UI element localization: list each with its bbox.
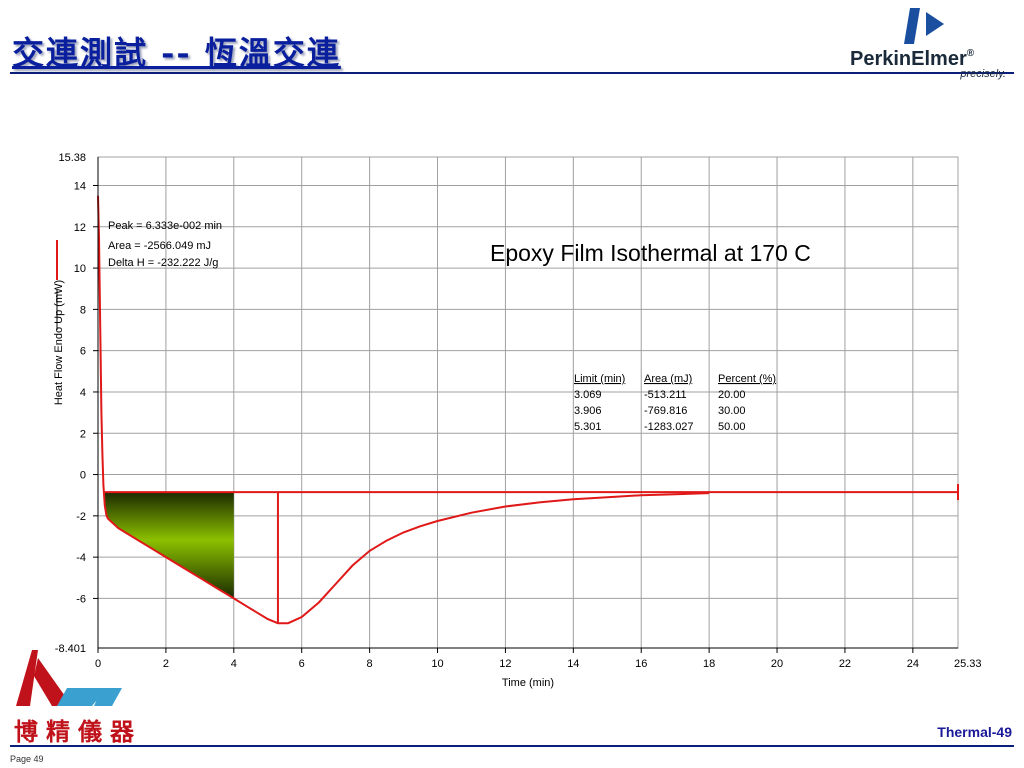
isothermal-chart: 0 2 4 6 8 10 12 14 16 18 20 22 24 25.3314121086420-2-… [53, 152, 982, 689]
x-tick-label: 8 [367, 658, 373, 670]
shaded-area [104, 492, 234, 599]
table-cell: -1283.027 [644, 421, 694, 433]
logo-wordmark: PerkinElmer® [850, 48, 974, 71]
y-tick-label-bottom: -8.401 [55, 643, 86, 655]
y-tick-label: 2 [80, 428, 86, 440]
page-number: Page 49 [10, 754, 44, 764]
corp-name: 博精儀器 [14, 717, 142, 746]
table-cell: 20.00 [718, 389, 746, 401]
logo-text: PerkinElmer [850, 48, 967, 70]
y-axis-label: Heat Flow Endo Up (mW) [53, 280, 65, 405]
table-cell: 30.00 [718, 405, 746, 417]
table-cell: -513.211 [644, 389, 687, 401]
slide-title: 交連測試 -- 恆溫交連 [12, 34, 341, 72]
y-tick-label: -4 [76, 552, 86, 564]
x-tick-label-end: 25.33 [954, 658, 982, 670]
y-tick-label: -2 [76, 511, 86, 523]
y-tick-label: 4 [80, 387, 86, 399]
y-tick-label: 6 [80, 346, 86, 358]
perkinelmer-logo: PerkinElmer® precisely. [840, 6, 1010, 86]
logo-tagline: precisely. [960, 68, 1006, 80]
table-cell: 5.301 [574, 421, 602, 433]
y-tick-label: 10 [74, 263, 86, 275]
x-tick-label: 16 [635, 658, 647, 670]
peak-annotation: Peak = 6.333e-002 min [108, 220, 222, 232]
corp-logo-mark-icon [16, 650, 122, 706]
perkinelmer-mark-icon [904, 8, 944, 44]
x-tick-label: 18 [703, 658, 715, 670]
chart-area: 0 2 4 6 8 10 12 14 16 18 20 22 24 25.33 14 12 10 8 6 4 2 0 -2-… [0, 140, 1024, 700]
y-tick-label: 14 [74, 180, 86, 192]
table-cell: 50.00 [718, 421, 746, 433]
y-tick-label: 12 [74, 222, 86, 234]
y-tick-label: 0 [80, 470, 86, 482]
delta-h-annotation: Delta H = -232.222 J/g [108, 257, 218, 269]
heat-flow-curve [97, 195, 710, 625]
slide-footer-label: Thermal-49 [937, 724, 1012, 740]
title-rule [10, 72, 1014, 74]
x-axis-label: Time (min) [502, 677, 554, 689]
table-cell: -769.816 [644, 405, 687, 417]
table-cell: 3.069 [574, 389, 602, 401]
corp-logo [12, 648, 142, 738]
x-tick-label: 4 [231, 658, 237, 670]
x-tick-label: 14 [567, 658, 579, 670]
table-cell: 3.906 [574, 405, 602, 417]
x-tick-label: 20 [771, 658, 783, 670]
x-tick-label: 24 [907, 658, 919, 670]
area-annotation: Area = -2566.049 mJ [108, 240, 211, 252]
y-tick-label: -6 [76, 593, 86, 605]
chart-title: Epoxy Film Isothermal at 170 C [490, 240, 811, 266]
x-tick-label: 2 [163, 658, 169, 670]
table-header: Percent (%) [718, 373, 776, 385]
y-tick-label-top: 15.38 [58, 152, 86, 164]
x-tick-label: 10 [431, 658, 443, 670]
bottom-rule [10, 745, 1014, 747]
y-tick-label: 8 [80, 304, 86, 316]
x-tick-label: 6 [299, 658, 305, 670]
table-header: Area (mJ) [644, 373, 692, 385]
x-tick-label: 0 [95, 658, 101, 670]
x-tick-label: 12 [499, 658, 511, 670]
x-tick-label: 22 [839, 658, 851, 670]
table-header: Limit (min) [574, 373, 625, 385]
logo-reg-mark: ® [966, 48, 975, 59]
